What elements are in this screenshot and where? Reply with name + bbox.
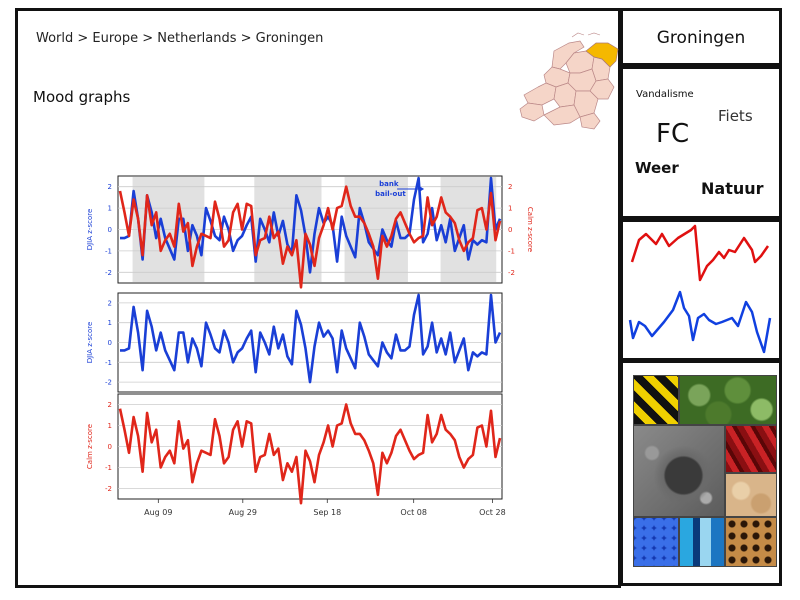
texture-hazard-stripes[interactable] (633, 375, 679, 425)
location-title: Groningen (656, 28, 746, 48)
tag-fiets[interactable]: Fiets (718, 107, 753, 125)
y-tick-label: 1 (108, 422, 112, 430)
tag-vandalisme[interactable]: Vandalisme (636, 89, 694, 100)
y-tick-label-right: -1 (508, 247, 515, 255)
netherlands-map-icon[interactable] (514, 21, 630, 131)
mood-chart: 2 2 1 1 0 0 -1 -1 -2 -2 DJIA z-score Calm z-score 2 1… (34, 161, 594, 533)
texture-leaves[interactable] (679, 375, 777, 425)
x-tick-label: Aug 09 (144, 508, 172, 517)
y-tick-label: 1 (108, 319, 112, 327)
y-tick-label: -2 (105, 485, 112, 493)
y-tick-label-right: -2 (508, 269, 515, 277)
calm-series-line (118, 185, 502, 289)
y-tick-label: -2 (105, 379, 112, 387)
x-tick-label: Oct 28 (479, 508, 506, 517)
djia-series-line (120, 176, 502, 274)
texture-moon-footprint[interactable] (633, 425, 725, 517)
location-title-panel: Groningen (620, 8, 782, 66)
tag-cloud: Vandalisme Fiets FC Weer Natuur (620, 66, 782, 219)
y-tick-label: -1 (105, 464, 112, 472)
texture-blue-scales[interactable] (633, 517, 679, 567)
tag-fc[interactable]: FC (656, 119, 690, 149)
y-tick-label-right: 0 (508, 226, 512, 234)
groningen-highlight (585, 42, 619, 68)
tag-natuur[interactable]: Natuur (701, 179, 764, 198)
annotation-label: bank (379, 180, 399, 188)
y-tick-label: 2 (108, 401, 112, 409)
y-tick-label: 0 (108, 339, 112, 347)
y-axis-label: DJIA z-score (86, 322, 94, 364)
y-tick-label: 1 (108, 205, 112, 213)
y-axis-label: Calm z-score (86, 424, 94, 469)
mood-chart-svg: 2 2 1 1 0 0 -1 -1 -2 -2 DJIA z-score Calm z-score 2 1… (86, 175, 534, 517)
calm-series-line (118, 403, 502, 505)
y-tick-label-right: 2 (508, 183, 512, 191)
annotation-label: bail-out (375, 190, 406, 198)
y-tick-label: -1 (105, 247, 112, 255)
province-shape (523, 82, 557, 106)
x-tick-label: Aug 29 (229, 508, 257, 517)
main-panel: World > Europe > Netherlands > Groningen… (15, 8, 621, 588)
texture-sand[interactable] (725, 473, 777, 517)
y-tick-label: 2 (108, 183, 112, 191)
province-shape (543, 104, 581, 126)
djia-sparkline (628, 290, 772, 354)
x-tick-label: Sep 18 (313, 508, 341, 517)
y-axis-label: DJIA z-score (86, 209, 94, 251)
djia-series-line (120, 293, 502, 384)
y-tick-label: 0 (108, 443, 112, 451)
breadcrumb[interactable]: World > Europe > Netherlands > Groningen (36, 31, 324, 46)
texture-gallery (620, 360, 782, 586)
texture-leopard[interactable] (725, 517, 777, 567)
annotation-arrowhead (419, 186, 425, 192)
page-title: Mood graphs (33, 88, 131, 106)
y-tick-label: -2 (105, 269, 112, 277)
x-tick-label: Oct 08 (400, 508, 427, 517)
y-axis-label-right: Calm z-score (526, 207, 534, 252)
texture-blue-mosaic[interactable] (679, 517, 725, 567)
y-tick-label: 2 (108, 299, 112, 307)
province-shape (519, 102, 545, 122)
y-tick-label: 0 (108, 226, 112, 234)
y-tick-label-right: 1 (508, 205, 512, 213)
calm-sparkline (630, 224, 770, 282)
tag-weer[interactable]: Weer (635, 159, 679, 177)
province-shape (579, 112, 601, 130)
y-tick-label: -1 (105, 359, 112, 367)
sparkline-panel[interactable] (620, 219, 782, 361)
texture-red-cubes[interactable] (725, 425, 777, 473)
